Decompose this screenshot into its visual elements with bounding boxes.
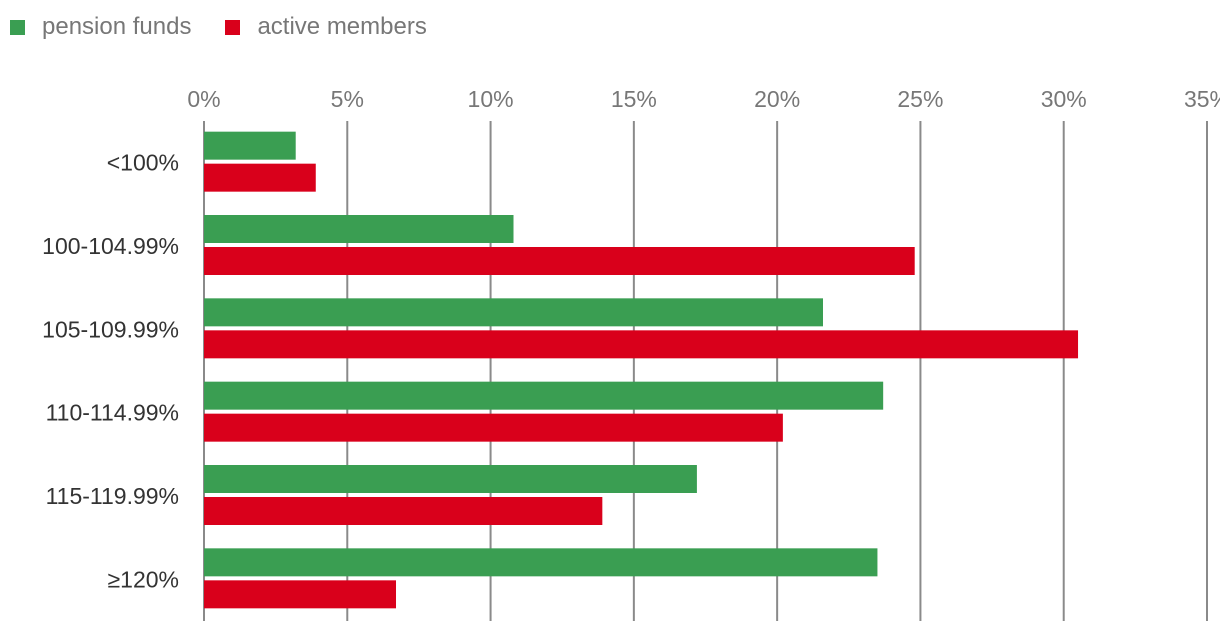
y-category-label-3: 110-114.99%	[46, 400, 179, 426]
y-category-label-4: 115-119.99%	[46, 483, 179, 509]
bar-pension-funds-3	[204, 381, 884, 410]
legend-swatch-active-members	[225, 19, 241, 35]
x-tick-label-35: 35%	[1184, 86, 1220, 112]
x-tick-label-30: 30%	[1041, 86, 1087, 112]
bar-pension-funds-5	[204, 548, 878, 577]
bar-active-members-0	[204, 163, 316, 192]
bar-pension-funds-1	[204, 215, 514, 243]
x-tick-label-15: 15%	[611, 86, 657, 112]
x-tick-label-5: 5%	[331, 86, 364, 112]
legend-label-active-members: active members	[257, 13, 427, 40]
bar-pension-funds-0	[204, 131, 296, 160]
x-tick-label-10: 10%	[468, 86, 514, 112]
y-category-label-2: 105-109.99%	[42, 316, 179, 342]
bar-active-members-4	[204, 497, 603, 525]
x-tick-label-20: 20%	[754, 86, 800, 112]
bar-active-members-3	[204, 413, 783, 442]
bar-active-members-5	[204, 580, 397, 609]
bar-pension-funds-2	[204, 298, 823, 327]
legend-item-pension-funds: pension funds	[10, 13, 191, 41]
bar-active-members-2	[204, 330, 1079, 359]
y-category-label-1: 100-104.99%	[42, 233, 179, 259]
legend-label-pension-funds: pension funds	[42, 13, 192, 40]
x-tick-label-0: 0%	[187, 86, 220, 112]
legend-swatch-pension-funds	[10, 19, 25, 35]
bar-active-members-1	[204, 247, 915, 275]
x-tick-label-25: 25%	[897, 86, 943, 112]
legend-item-active-members: active members	[225, 13, 427, 41]
y-category-label-0: <100%	[107, 150, 179, 176]
legend: pension funds active members	[10, 12, 427, 42]
y-category-label-5: ≥120%	[108, 566, 179, 592]
bar-pension-funds-4	[204, 465, 697, 493]
